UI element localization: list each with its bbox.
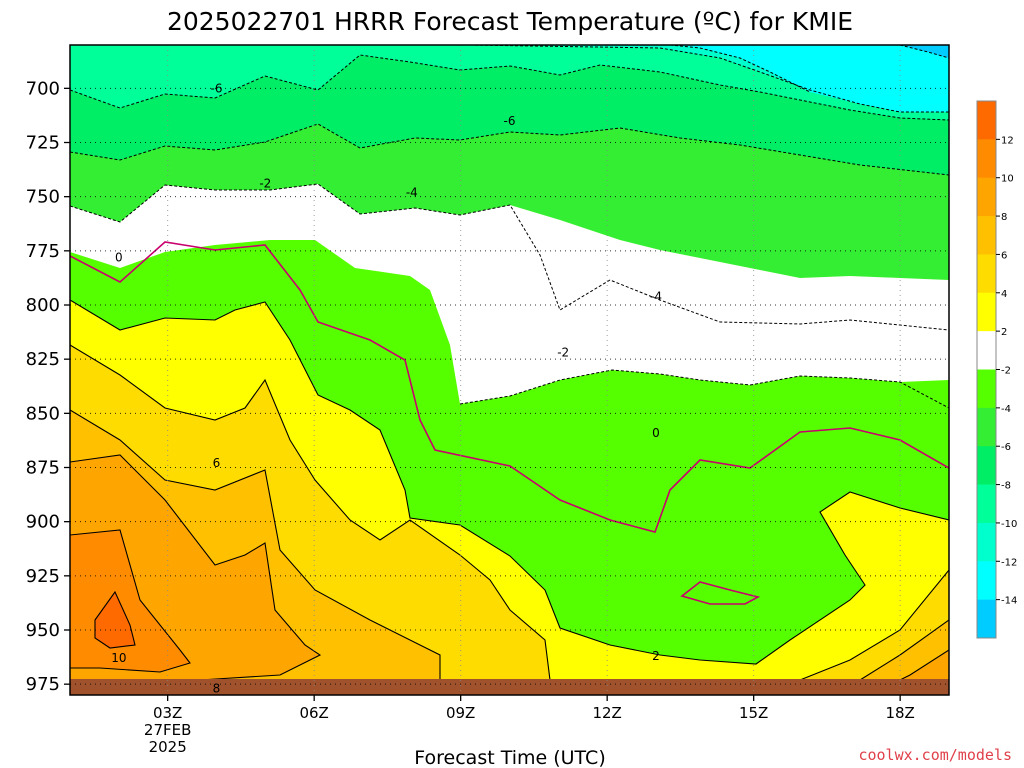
chart-title: 2025022701 HRRR Forecast Temperature (ºC… — [167, 7, 853, 36]
contour-label: -2 — [259, 177, 271, 191]
contour-label: -6 — [504, 114, 516, 128]
contour-8 — [70, 454, 322, 681]
contour-label: 8 — [213, 682, 221, 696]
colorbar-tick-label: 8 — [1001, 212, 1007, 223]
contour-8-right — [899, 649, 949, 681]
colorbar-swatch — [977, 407, 996, 447]
y-tick-label: 850 — [26, 403, 60, 424]
contour-label: -2 — [557, 346, 569, 360]
solid-positive-contours — [70, 299, 949, 681]
colorbar-swatch — [977, 101, 996, 140]
colorbar-swatch — [977, 599, 996, 639]
colorbar-tick-label: -6 — [1001, 442, 1011, 453]
colorbar-swatch — [977, 292, 996, 332]
x-tick-label: 09Z — [446, 704, 475, 722]
contour-4-right — [799, 569, 949, 681]
x-tick-label: 15Z — [739, 704, 768, 722]
colorbar-swatch — [977, 331, 996, 370]
colorbar-tick-label: -2 — [1001, 366, 1011, 377]
colorbar-swatch — [977, 254, 996, 294]
colorbar-tick-label: -14 — [1001, 596, 1017, 607]
contour-4 — [70, 344, 551, 681]
contour-label: -4 — [406, 185, 418, 199]
zero-contour-lines — [70, 241, 949, 605]
y-tick-label: 975 — [26, 674, 60, 695]
colorbar-tick-label: 4 — [1001, 289, 1007, 300]
contour-minus-6 — [70, 54, 949, 121]
contour-label: 0 — [115, 250, 123, 264]
contour-6 — [70, 409, 441, 680]
contour-minus-2 — [70, 183, 949, 331]
gridlines — [70, 45, 949, 695]
colorbar-tick-label: 6 — [1001, 250, 1007, 261]
colorbar-swatch — [977, 369, 996, 409]
x-tick-label: 18Z — [885, 704, 914, 722]
band-minus-2-to-2 — [70, 184, 949, 404]
y-tick-label: 700 — [26, 78, 60, 99]
colorbar-swatch — [977, 484, 996, 524]
colorbar-tick-label: 2 — [1001, 327, 1007, 338]
y-tick-label: 925 — [26, 566, 60, 587]
colorbar-swatch — [977, 139, 996, 179]
colorbar: 12 10 8 6 4 2 -2 -4 -6 -8 -10 -12 -14 — [976, 100, 1017, 639]
y-tick-label: 950 — [26, 620, 60, 641]
x-axis-label: Forecast Time (UTC) — [414, 747, 605, 768]
y-tick-label: 725 — [26, 133, 60, 154]
colorbar-tick-label: -4 — [1001, 404, 1011, 415]
contour-12 — [94, 590, 136, 649]
contour-label: 6 — [213, 456, 221, 470]
contour-zero-loop — [680, 581, 761, 605]
x-date-label-year: 2025 — [149, 738, 187, 756]
contour-zero-main — [70, 241, 949, 533]
dashed-negative-contours — [70, 45, 949, 409]
y-tick-label: 900 — [26, 512, 60, 533]
y-tick-label: 775 — [26, 241, 60, 262]
colorbar-swatch — [977, 177, 996, 217]
contour-10 — [70, 529, 191, 673]
colorbar-tick-label: -10 — [1001, 519, 1017, 530]
x-date-label-day: 27FEB — [144, 721, 191, 739]
y-tick-label: 750 — [26, 187, 60, 208]
colorbar-tick-label: 12 — [1001, 135, 1014, 146]
x-axis-ticks: 03Z 06Z 09Z 12Z 15Z 18Z — [153, 695, 915, 722]
colorbar-swatch — [977, 216, 996, 255]
contour-fill-layer — [70, 45, 949, 695]
x-tick-label: 03Z — [153, 704, 182, 722]
below-ground-band — [70, 679, 949, 695]
contour-minus-4 — [70, 123, 949, 176]
colorbar-swatch — [977, 446, 996, 486]
contour-label: -4 — [650, 289, 662, 303]
band-8-to-10-right — [900, 650, 949, 680]
y-tick-label: 875 — [26, 458, 60, 479]
y-tick-label: 825 — [26, 349, 60, 370]
y-axis-ticks: 700 725 750 775 800 825 850 875 900 925 950 975 — [26, 78, 70, 695]
contour-2 — [70, 299, 949, 665]
band-minus-14-to-minus-16 — [900, 45, 949, 58]
contour-minus-12 — [669, 45, 811, 93]
y-tick-label: 800 — [26, 295, 60, 316]
contour-label: -6 — [211, 81, 223, 95]
plot-frame — [69, 44, 950, 696]
contour-labels: -6 -6 -2 -4 -4 -2 0 0 6 10 8 2 — [111, 81, 662, 695]
credit-text: coolwx.com/models — [858, 746, 1012, 764]
contour-label: 0 — [652, 426, 660, 440]
contour-minus-8 — [469, 45, 949, 113]
colorbar-tick-label: 10 — [1001, 174, 1014, 185]
band-minus-12-to-minus-14 — [670, 45, 949, 112]
colorbar-tick-label: -12 — [1001, 557, 1017, 568]
colorbar-swatch — [977, 561, 996, 601]
x-tick-label: 06Z — [299, 704, 328, 722]
band-minus-8-to-minus-10 — [70, 45, 949, 120]
colorbar-swatch — [977, 522, 996, 562]
contour-label: 10 — [111, 651, 126, 665]
contour-label: 2 — [652, 649, 660, 663]
x-tick-label: 12Z — [592, 704, 621, 722]
colorbar-tick-label: -8 — [1001, 481, 1011, 492]
contour-minus-2-lower — [459, 369, 949, 409]
